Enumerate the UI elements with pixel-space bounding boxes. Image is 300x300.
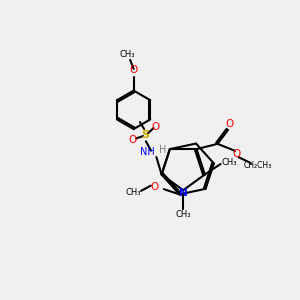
Text: O: O — [130, 65, 138, 75]
Text: H: H — [159, 145, 166, 155]
Text: S: S — [141, 130, 149, 140]
Text: O: O — [226, 118, 234, 129]
Text: O: O — [152, 122, 160, 132]
Text: CH₃: CH₃ — [120, 50, 135, 59]
Text: CH₃: CH₃ — [176, 210, 191, 219]
Text: N: N — [179, 188, 188, 198]
Text: CH₃: CH₃ — [222, 158, 237, 167]
Text: O: O — [150, 182, 158, 192]
Text: NH: NH — [140, 147, 155, 157]
Text: CH₃: CH₃ — [126, 188, 141, 197]
Text: O: O — [233, 148, 241, 159]
Text: O: O — [128, 134, 137, 145]
Text: CH₂CH₃: CH₂CH₃ — [244, 161, 272, 170]
